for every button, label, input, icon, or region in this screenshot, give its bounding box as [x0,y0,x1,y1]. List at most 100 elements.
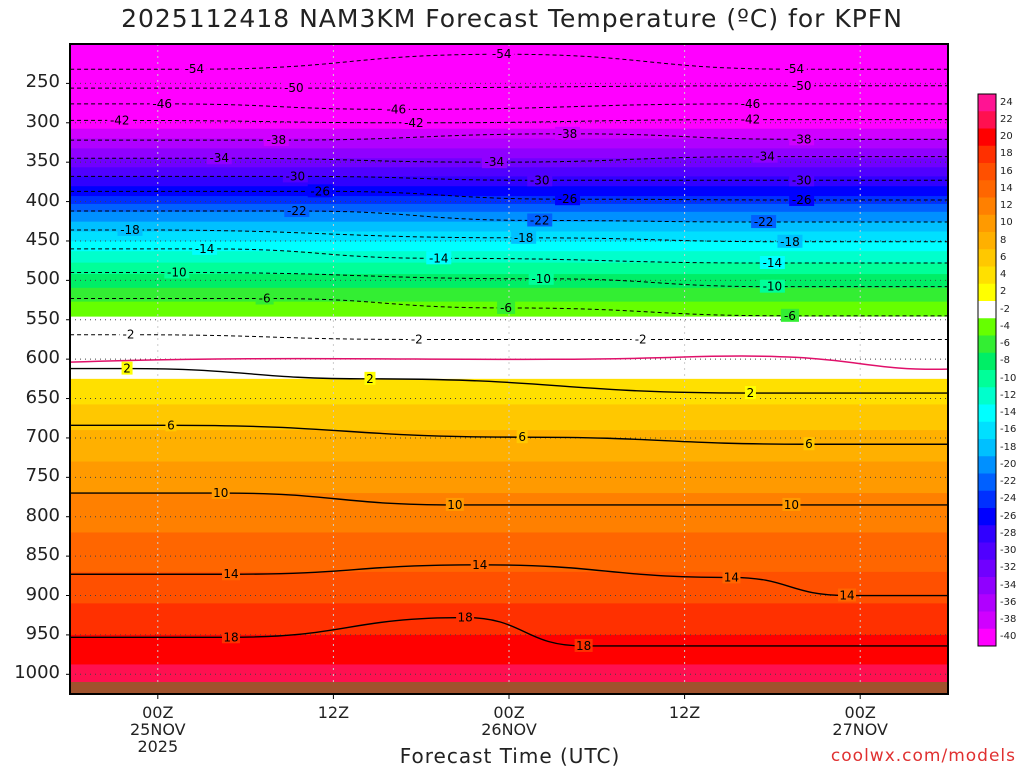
contour-label-bg [489,47,515,61]
colorbar-swatch [978,352,996,371]
colorbar-label: -8 [1000,355,1010,367]
contour-label: -6 [259,291,271,305]
contour-label-bg [221,567,240,581]
colorbar-outline [977,93,997,647]
colorbar-swatch [978,197,996,216]
x-tick-label: 00Z 25NOV 2025 [118,704,198,755]
contour-label: -22 [287,204,307,218]
contour-label-bg [117,222,143,236]
colorbar-label: -34 [1000,579,1017,591]
contour-line [70,156,948,163]
contour-label-bg [752,149,778,163]
colorbar-label: 10 [1000,217,1013,229]
colorbar-swatch [978,490,996,509]
colorbar-label: -38 [1000,614,1017,626]
colorbar-label: 2 [1000,286,1007,298]
contour-label-bg [121,361,133,375]
contour-label-bg [281,81,307,95]
x-tick-label: 12Z [645,704,725,755]
contour-label: 6 [167,418,175,432]
y-tick-label: 900 [25,583,60,605]
colorbar-label: -36 [1000,596,1017,608]
contour-line [69,248,948,264]
contour-label-bg [555,126,581,140]
colorbar-swatch [978,301,996,319]
colorbar-swatch [978,404,996,423]
colorbar-swatch [978,318,996,336]
colorbar-label: -26 [1000,510,1017,522]
contour-label: 14 [472,558,487,572]
x-tick-label-line: 12Z [668,703,701,722]
contour-label-bg [206,151,232,165]
contour-label-bg [516,430,528,444]
contour-label: -14 [763,256,783,270]
contour-label: -46 [387,102,407,116]
contour-label: 10 [447,498,462,512]
x-tick-label-line [293,721,373,738]
contour-label: -42 [110,113,130,127]
contour-label: -18 [514,231,534,245]
contour-label: 6 [518,430,526,444]
colorbar-label: 12 [1000,200,1013,212]
temperature-band [70,262,948,275]
contour-label-bg [426,251,452,265]
temperature-band [70,378,948,406]
contour-label-bg [781,62,807,76]
x-tick-label-line: 26NOV [481,720,537,739]
colorbar-swatch [978,628,996,647]
contour-label: 6 [805,437,813,451]
contour-label-bg [789,132,815,146]
temperature-band [70,118,948,130]
x-tick-label: 00Z 27NOV [820,704,900,755]
colorbar-label: -28 [1000,527,1017,539]
contour-label-bg [211,486,230,500]
x-tick-label-line: 27NOV [832,720,888,739]
contour-label-bg [777,234,803,248]
contour-label: -6 [784,309,796,323]
temperature-band [70,571,948,604]
colorbar-label: 18 [1000,148,1013,160]
grid-lines [66,44,948,699]
contour-label-bg [751,215,777,229]
temperature-band [70,110,948,120]
x-tick-label: 12Z [293,704,373,755]
colorbar-label: -6 [1000,338,1010,350]
colorbar-label: 8 [1000,234,1007,246]
colorbar-swatch [978,387,996,405]
colorbar-swatch [978,508,996,526]
contour-label: 2 [123,362,131,376]
colorbar-label: -32 [1000,562,1017,574]
colorbar-label: -16 [1000,424,1017,436]
colorbar-label: -24 [1000,493,1017,505]
contour-label: 14 [839,589,854,603]
contour-label: 14 [724,570,739,584]
contour-label-bg [481,155,507,169]
colorbar-swatch [978,335,996,354]
ground-strip [70,682,948,694]
contour-label-bg [181,62,207,76]
colorbar-label: -14 [1000,407,1017,419]
colorbar-swatch [978,214,996,233]
contour-label-bg [737,112,763,126]
colorbar-swatch [978,370,996,388]
colorbar-swatch [978,525,996,543]
colorbar-label: -12 [1000,389,1017,401]
credit-text: coolwx.com/models [830,746,1016,766]
y-tick-label: 700 [25,425,60,447]
colorbar-label: -10 [1000,372,1017,384]
contour-label-bg [282,169,308,183]
x-tick-label-line: 00Z [844,703,876,722]
temperature-band [70,532,948,573]
colorbar-label: 20 [1000,131,1013,143]
x-tick-label-line: 00Z [493,703,525,722]
y-tick-label: 350 [25,150,60,172]
contour-label-bg [255,291,274,305]
temperature-band [70,316,948,333]
contour-label: 2 [747,386,755,400]
chart-title: 2025112418 NAM3KM Forecast Temperature (… [121,4,903,33]
y-tick-label: 300 [25,110,60,132]
y-tick-label: 650 [25,386,60,408]
colorbar-swatch [978,232,996,250]
colorbar-swatch [978,128,996,147]
contour-label-bg [119,327,138,341]
